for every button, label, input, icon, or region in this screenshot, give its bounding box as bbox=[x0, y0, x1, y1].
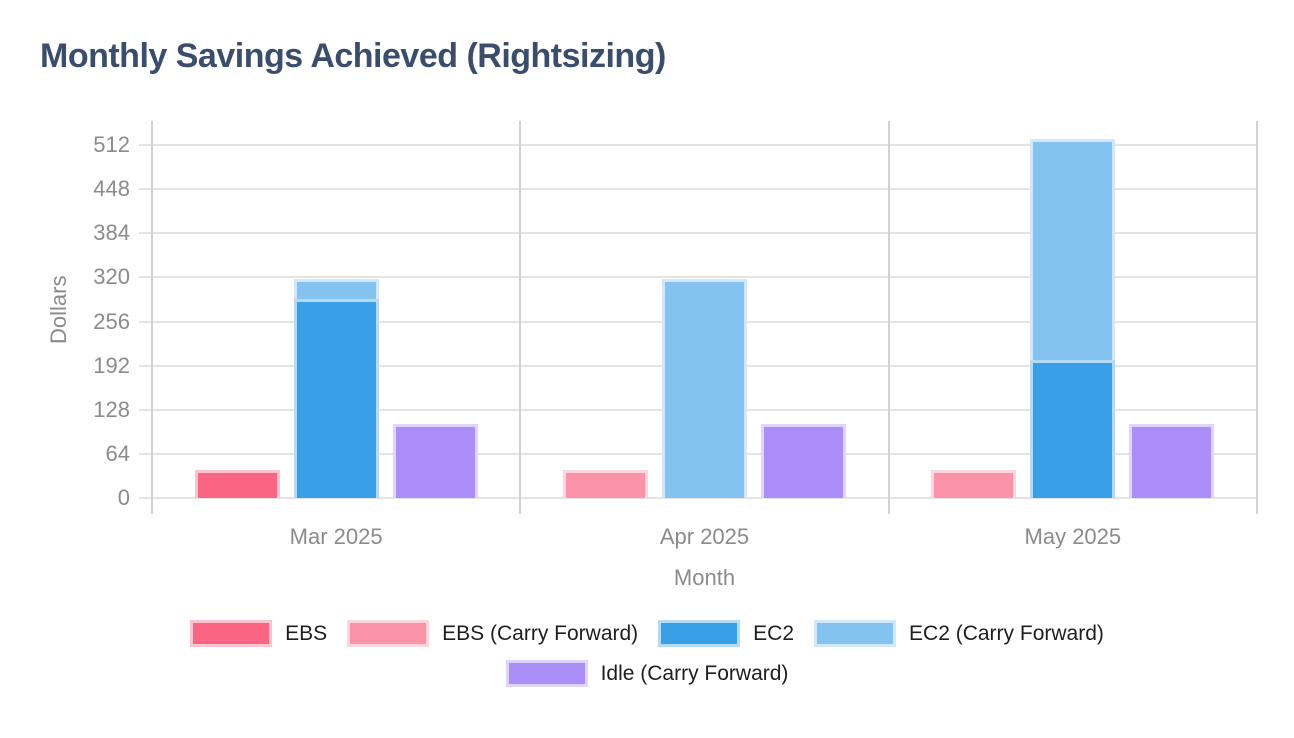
legend-label: EC2 (Carry Forward) bbox=[909, 622, 1104, 645]
gridline-y bbox=[139, 232, 1257, 235]
idle-carry-forward-swatch bbox=[505, 660, 588, 687]
legend-item-ec2-carry-forward[interactable]: EC2 (Carry Forward) bbox=[814, 620, 1104, 647]
chart-legend: EBS EBS (Carry Forward) EC2 EC2 (Carry Forw… bbox=[97, 620, 1197, 687]
y-axis-line bbox=[151, 121, 153, 514]
bar-segment-ec2-carry-forward[interactable] bbox=[662, 278, 747, 498]
gridline-y bbox=[139, 144, 1257, 146]
bar-segment-ec2-carry-forward[interactable] bbox=[1030, 139, 1116, 361]
y-tick-label: 128 bbox=[93, 396, 130, 422]
bar-segment-ebs-carry-forward[interactable] bbox=[931, 470, 1017, 498]
legend-item-ebs[interactable]: EBS bbox=[190, 620, 327, 647]
legend-item-ebs-carry-forward[interactable]: EBS (Carry Forward) bbox=[347, 620, 638, 647]
x-tick-label: May 2025 bbox=[1024, 524, 1122, 549]
bar-segment-ebs-carry-forward[interactable] bbox=[563, 470, 648, 498]
bar-segment-ec2[interactable] bbox=[1030, 360, 1116, 498]
bar-segment-ec2[interactable] bbox=[293, 299, 379, 498]
ebs-swatch bbox=[190, 620, 273, 647]
gridline-y bbox=[139, 276, 1257, 279]
bar-segment-ebs[interactable] bbox=[194, 470, 280, 498]
gridline-x bbox=[1256, 121, 1258, 514]
gridline-x bbox=[887, 121, 890, 514]
gridline-y bbox=[139, 497, 1257, 499]
x-tick-label: Apr 2025 bbox=[659, 524, 750, 549]
y-tick-label: 320 bbox=[93, 264, 130, 290]
legend-label: Idle (Carry Forward) bbox=[600, 662, 789, 685]
x-axis-title: Month bbox=[673, 565, 736, 590]
bar-segment-idle-carry-forward[interactable] bbox=[392, 424, 478, 498]
y-tick-label: 256 bbox=[93, 308, 130, 334]
y-tick-label: 384 bbox=[93, 220, 130, 246]
y-tick-label: 512 bbox=[93, 132, 130, 157]
y-tick-label: 192 bbox=[93, 352, 130, 378]
x-tick-label: Mar 2025 bbox=[289, 524, 383, 549]
bar-segment-ec2-carry-forward[interactable] bbox=[293, 278, 379, 300]
legend-label: EC2 bbox=[753, 622, 795, 645]
bar-segment-idle-carry-forward[interactable] bbox=[761, 424, 846, 498]
ec2-swatch bbox=[658, 620, 741, 647]
bar-segment-idle-carry-forward[interactable] bbox=[1129, 424, 1215, 498]
ebs-carry-forward-swatch bbox=[347, 620, 430, 647]
legend-item-ec2[interactable]: EC2 bbox=[658, 620, 794, 647]
chart-title: Monthly Savings Achieved (Rightsizing) bbox=[40, 37, 666, 75]
legend-label: EBS (Carry Forward) bbox=[442, 622, 639, 645]
gridline-y bbox=[139, 188, 1257, 191]
y-tick-label: 0 bbox=[117, 485, 130, 510]
legend-item-idle-carry-forward[interactable]: Idle (Carry Forward) bbox=[505, 660, 789, 687]
ec2-carry-forward-swatch bbox=[814, 620, 897, 647]
y-tick-label: 448 bbox=[93, 176, 130, 202]
gridline-x bbox=[519, 121, 522, 514]
y-tick-label: 64 bbox=[105, 440, 130, 466]
legend-label: EBS bbox=[285, 622, 328, 645]
